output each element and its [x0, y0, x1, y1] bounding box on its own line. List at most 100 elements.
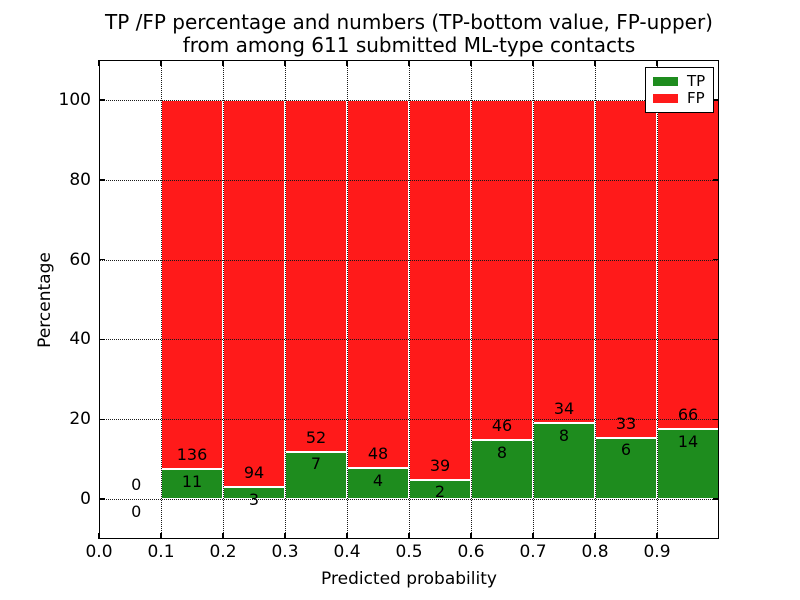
gridline-x	[285, 60, 286, 539]
bar-segment-fp	[409, 99, 471, 480]
bar-label-tp: 3	[248, 489, 260, 509]
x-axis-label: Predicted probability	[321, 569, 497, 589]
legend-label-tp: TP	[687, 71, 706, 90]
x-tick-bottom	[98, 533, 100, 539]
bar-segment-fp	[533, 99, 595, 424]
x-tick-label: 0.3	[271, 542, 299, 562]
x-tick-bottom	[222, 533, 224, 539]
x-tick-bottom	[594, 533, 596, 539]
gridline-x	[533, 60, 534, 539]
bar-label-fp: 52	[305, 427, 327, 447]
x-tick-bottom	[656, 533, 658, 539]
x-tick-top	[470, 60, 472, 66]
y-tick-label: 40	[69, 329, 91, 350]
x-tick-top	[222, 60, 224, 66]
legend-swatch-tp	[653, 76, 678, 86]
chart-title-line1: TP /FP percentage and numbers (TP-bottom…	[105, 10, 713, 34]
x-tick-top	[160, 60, 162, 66]
bar-label-tp: 4	[372, 471, 384, 491]
bar-label-fp: 136	[176, 445, 208, 465]
bar-label-fp: 33	[615, 413, 637, 433]
gridline-x	[595, 60, 596, 539]
bar-label-tp: 8	[496, 442, 508, 462]
x-tick-bottom	[346, 533, 348, 539]
legend-item-fp: FP	[653, 91, 706, 106]
y-tick-left	[99, 99, 105, 101]
y-tick-label: 20	[69, 409, 91, 430]
x-tick-bottom	[284, 533, 286, 539]
gridline-x	[347, 60, 348, 539]
x-tick-top	[98, 60, 100, 66]
y-tick-right	[713, 179, 719, 181]
y-tick-left	[99, 338, 105, 341]
bar-segment-fp	[347, 99, 409, 469]
y-tick-right	[713, 99, 719, 101]
x-tick-label: 0.6	[457, 542, 485, 562]
chart-title: TP /FP percentage and numbers (TP-bottom…	[105, 11, 713, 56]
bar-label-tp: 0	[131, 501, 142, 521]
x-tick-bottom	[470, 533, 472, 539]
bar-segment-tp	[161, 469, 223, 500]
bar-segment-fp	[285, 99, 347, 452]
x-tick-label: 0.2	[209, 542, 237, 562]
y-tick-label: 60	[69, 249, 91, 270]
bar-label-tp: 6	[620, 440, 632, 460]
bar-label-fp: 66	[677, 405, 699, 425]
bar-segment-tp	[595, 437, 657, 500]
y-tick-right	[713, 338, 719, 341]
x-tick-label: 0.7	[519, 542, 547, 562]
y-tick-right	[713, 418, 719, 420]
x-tick-top	[408, 60, 410, 66]
x-tick-label: 0.5	[395, 542, 423, 562]
y-tick-right	[713, 258, 719, 261]
bar-label-fp: 39	[429, 455, 451, 475]
legend: TP FP	[645, 67, 714, 113]
x-tick-label: 0.8	[581, 542, 609, 562]
bar-segment-fp	[595, 99, 657, 438]
y-tick-left	[99, 418, 105, 420]
x-tick-top	[532, 60, 534, 66]
x-tick-top	[284, 60, 286, 66]
bar-label-tp: 7	[310, 454, 322, 474]
x-tick-label: 0.1	[147, 542, 175, 562]
bar-label-fp: 94	[243, 462, 265, 482]
bar-label-fp: 34	[553, 399, 575, 419]
gridline-x	[657, 60, 658, 539]
bar-label-tp: 8	[558, 425, 570, 445]
bar-label-tp: 14	[677, 432, 699, 451]
y-tick-left	[99, 179, 105, 181]
bar-segment-fp	[223, 99, 285, 487]
gridline-x	[409, 60, 410, 539]
legend-label-fp: FP	[687, 89, 705, 108]
y-tick-label: 80	[69, 169, 91, 190]
gridline-x	[471, 60, 472, 539]
legend-item-tp: TP	[653, 71, 706, 90]
x-tick-top	[594, 60, 596, 66]
y-tick-label: 0	[80, 489, 91, 510]
bar-segment-fp	[161, 99, 223, 470]
y-tick-left	[99, 258, 105, 261]
x-tick-top	[656, 60, 658, 66]
bar-label-fp: 48	[367, 444, 389, 464]
legend-swatch-fp	[653, 94, 678, 104]
gridline-x	[161, 60, 162, 539]
y-tick-right	[713, 498, 719, 500]
x-tick-label: 0.0	[85, 542, 113, 562]
y-tick-left	[99, 498, 105, 500]
bar-label-fp: 46	[491, 415, 513, 435]
x-tick-bottom	[408, 533, 410, 539]
x-tick-bottom	[160, 533, 162, 539]
x-tick-label: 0.4	[333, 542, 361, 562]
x-tick-top	[346, 60, 348, 66]
bar-segment-fp	[471, 99, 533, 440]
bar-label-tp: 2	[434, 482, 446, 502]
y-tick-label: 100	[58, 89, 91, 110]
bar-label-fp: 0	[131, 475, 142, 495]
gridline-x	[223, 60, 224, 539]
x-tick-bottom	[532, 533, 534, 539]
bar-label-tp: 11	[181, 471, 203, 491]
y-axis-label: Percentage	[35, 252, 55, 348]
bar-segment-fp	[657, 99, 719, 430]
x-tick-label: 0.9	[643, 542, 671, 562]
